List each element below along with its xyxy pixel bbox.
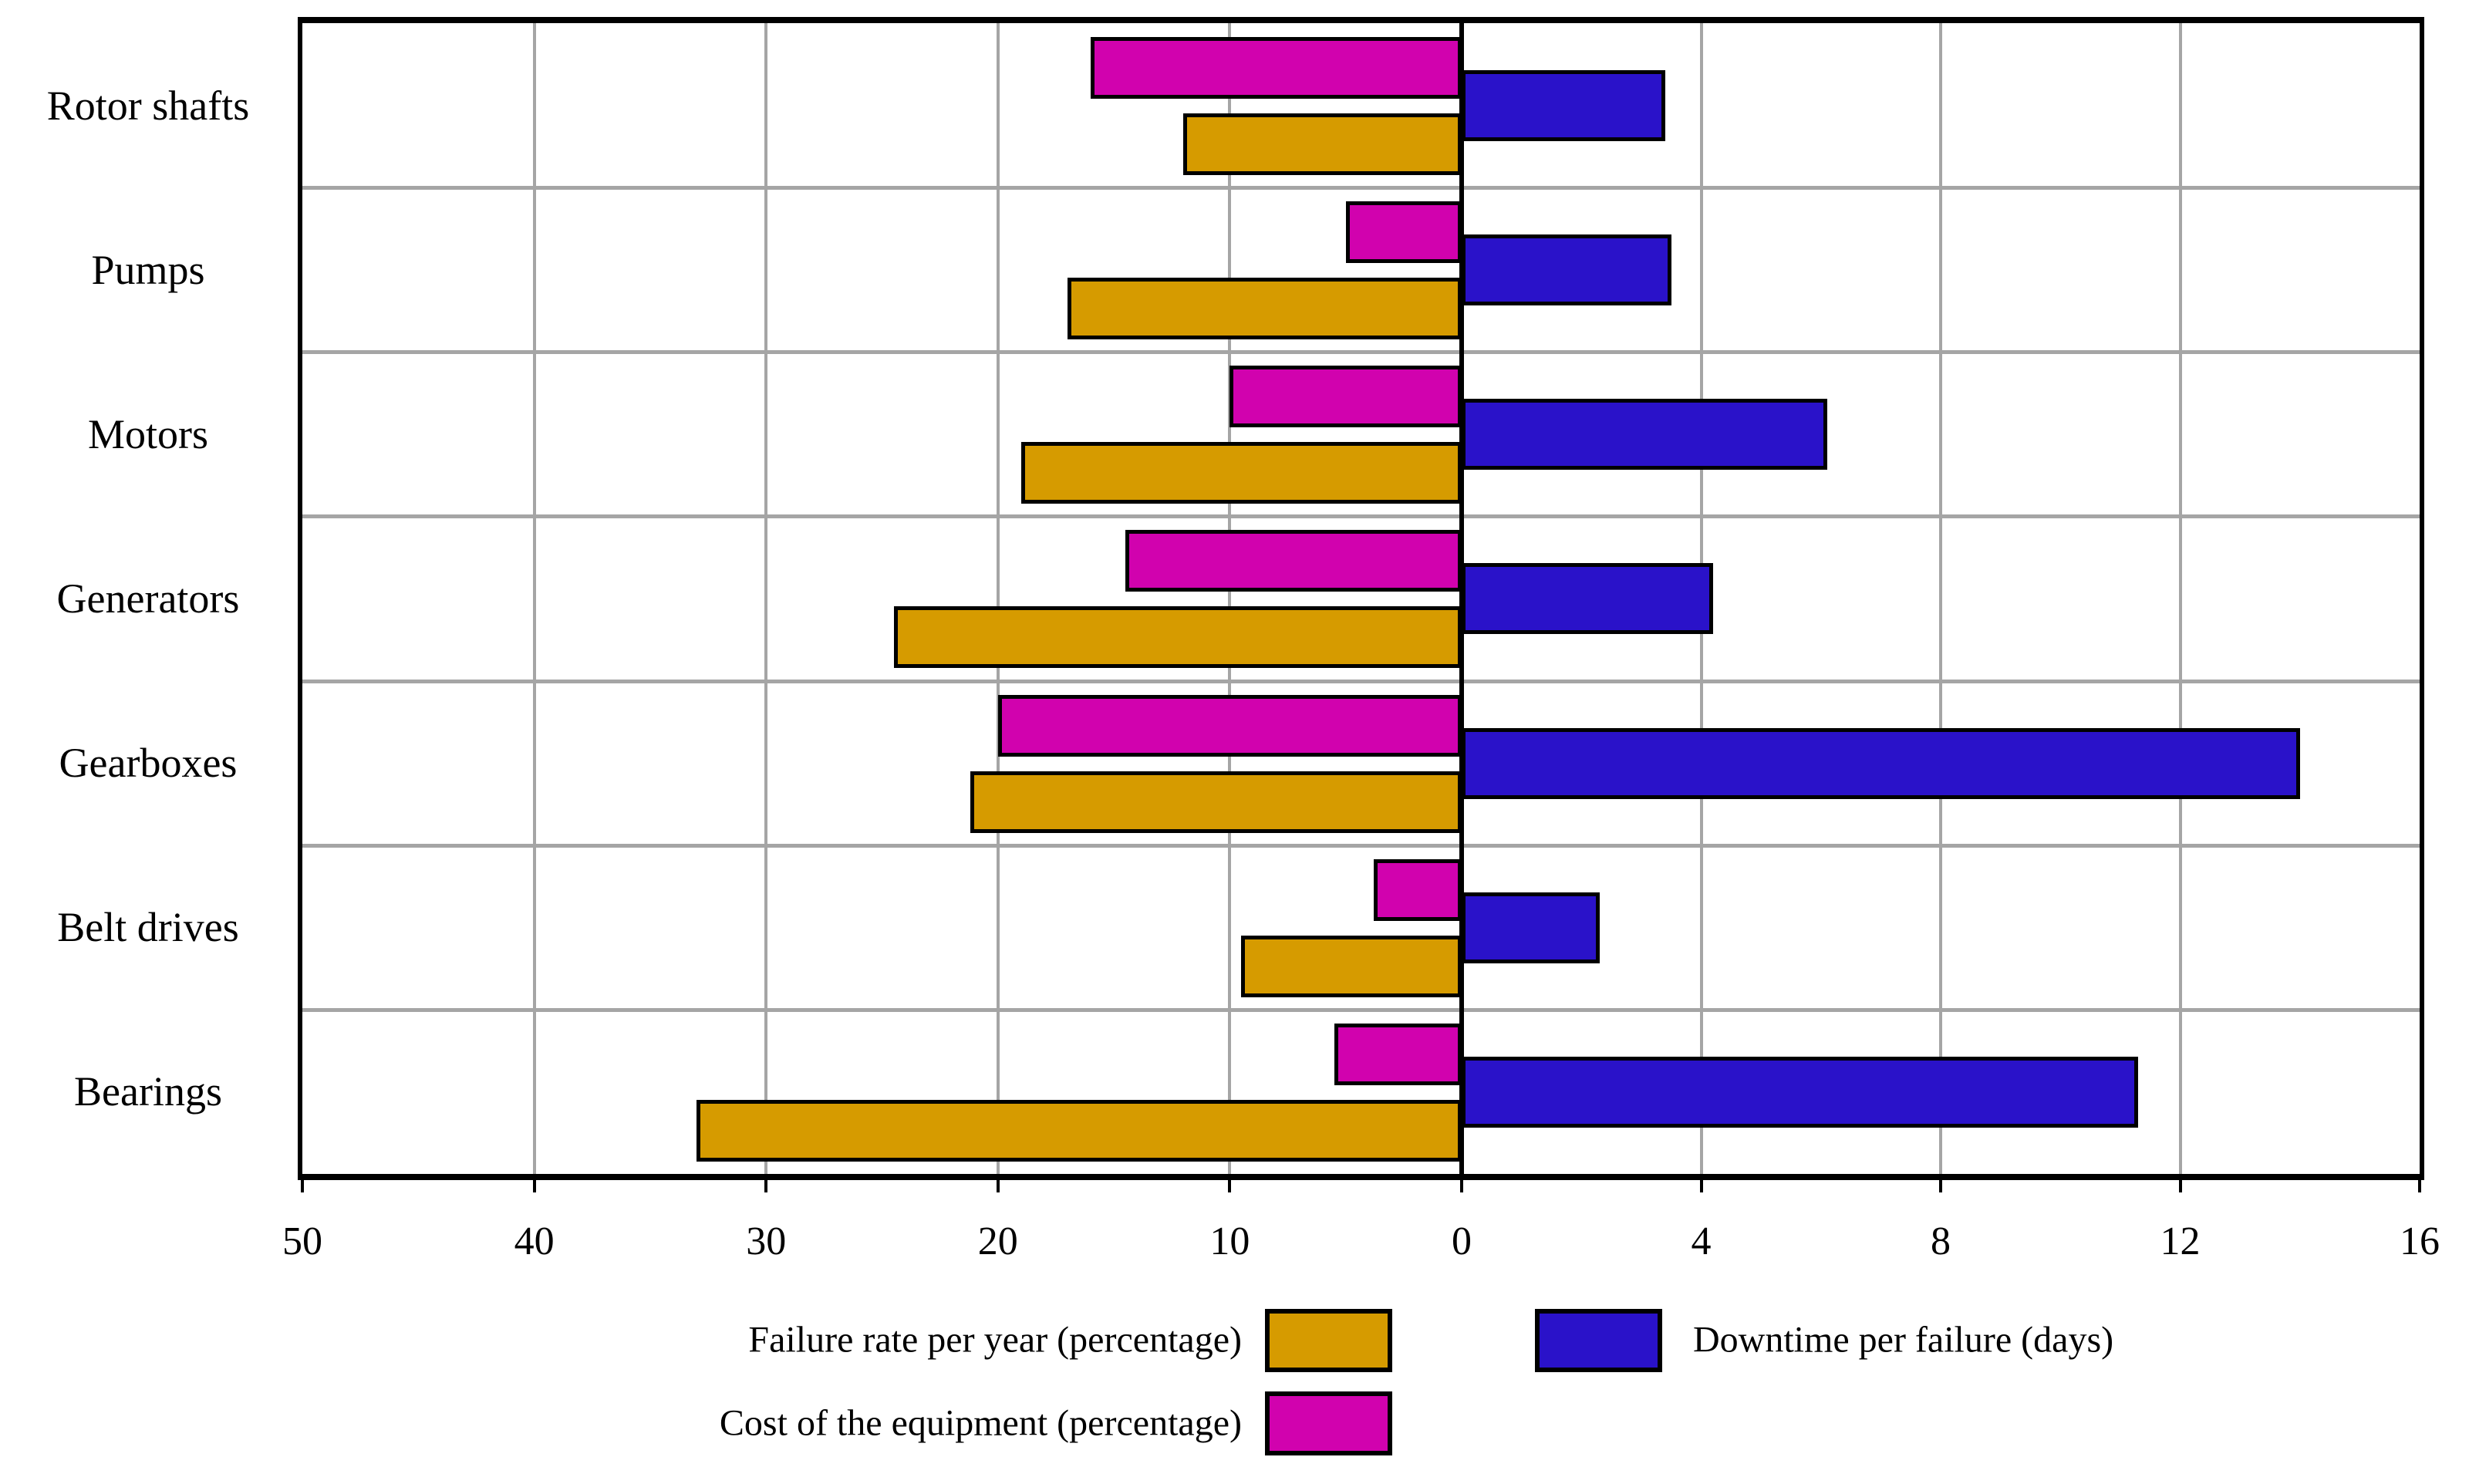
row-separator (302, 843, 2420, 848)
gridline-left-10 (1228, 23, 1232, 1174)
bar-cost-gearboxes (997, 694, 1462, 757)
x-tick-right-8 (1939, 1180, 1942, 1192)
category-label-bearings: Bearings (74, 1068, 222, 1115)
bar-downtime-generators (1462, 563, 1714, 635)
bar-failure-belt-drives (1241, 935, 1462, 997)
bar-failure-motors (1020, 442, 1462, 504)
bar-cost-rotor-shafts (1091, 37, 1462, 99)
category-label-pumps: Pumps (91, 246, 205, 293)
x-tick-left-0 (1460, 1180, 1463, 1192)
x-tick-left-40 (532, 1180, 536, 1192)
bar-cost-generators (1125, 530, 1462, 592)
bar-cost-bearings (1334, 1023, 1462, 1085)
x-tick-label-left-20: 20 (977, 1219, 1018, 1263)
row-separator (302, 350, 2420, 355)
x-tick-label-left-50: 50 (282, 1219, 322, 1263)
bar-downtime-belt-drives (1462, 892, 1600, 963)
bar-failure-generators (893, 606, 1462, 669)
gridline-right-8 (1939, 23, 1942, 1174)
row-separator (302, 186, 2420, 191)
zero-axis-line (1459, 23, 1464, 1174)
bar-cost-belt-drives (1373, 858, 1462, 921)
x-tick-left-20 (996, 1180, 1000, 1192)
x-tick-label-right-16: 16 (2400, 1219, 2440, 1263)
category-label-rotor-shafts: Rotor shafts (46, 82, 250, 129)
legend-label-downtime: Downtime per failure (days) (1693, 1319, 2114, 1361)
x-tick-label-left-30: 30 (746, 1219, 787, 1263)
bar-downtime-rotor-shafts (1462, 70, 1665, 141)
legend-label-cost: Cost of the equipment (percentage) (719, 1402, 1242, 1444)
plot-border-right (2420, 17, 2424, 1180)
legend-swatch-cost (1265, 1391, 1392, 1455)
row-separator (302, 514, 2420, 519)
bar-failure-pumps (1067, 278, 1462, 340)
bar-cost-pumps (1345, 201, 1462, 264)
x-tick-label-left-10: 10 (1209, 1219, 1250, 1263)
category-label-motors: Motors (87, 410, 208, 457)
gridline-left-40 (532, 23, 536, 1174)
x-tick-label-left-40: 40 (514, 1219, 555, 1263)
bar-downtime-gearboxes (1462, 727, 2300, 799)
legend-swatch-failure-rate (1265, 1309, 1392, 1372)
bar-failure-bearings (697, 1099, 1462, 1162)
gridline-left-30 (764, 23, 768, 1174)
category-label-belt-drives: Belt drives (57, 904, 239, 951)
bar-failure-rotor-shafts (1183, 113, 1462, 175)
plot-border-left (298, 17, 302, 1180)
x-tick-right-16 (2418, 1180, 2421, 1192)
x-tick-right-12 (2178, 1180, 2182, 1192)
gridline-right-12 (2178, 23, 2182, 1174)
legend-label-failure-rate: Failure rate per year (percentage) (748, 1319, 1242, 1361)
x-tick-label-right-4: 4 (1691, 1219, 1712, 1263)
x-tick-label-right-12: 12 (2160, 1219, 2201, 1263)
x-tick-right-4 (1699, 1180, 1703, 1192)
bar-cost-motors (1229, 366, 1462, 428)
x-tick-left-50 (301, 1180, 304, 1192)
bar-downtime-bearings (1462, 1056, 2139, 1128)
plot-border-bottom (298, 1174, 2424, 1180)
x-tick-label-right-8: 8 (1931, 1219, 1951, 1263)
x-tick-left-10 (1228, 1180, 1232, 1192)
plot-border-top (298, 17, 2424, 23)
bar-downtime-pumps (1462, 234, 1671, 306)
row-separator (302, 1007, 2420, 1012)
gridline-left-20 (996, 23, 1000, 1174)
bar-downtime-motors (1462, 399, 1827, 470)
category-label-gearboxes: Gearboxes (59, 740, 238, 787)
row-separator (302, 679, 2420, 683)
legend-swatch-downtime (1535, 1309, 1662, 1372)
x-tick-label-left-0: 0 (1452, 1219, 1472, 1263)
x-tick-left-30 (764, 1180, 768, 1192)
bar-failure-gearboxes (970, 771, 1462, 833)
category-label-generators: Generators (56, 575, 240, 622)
